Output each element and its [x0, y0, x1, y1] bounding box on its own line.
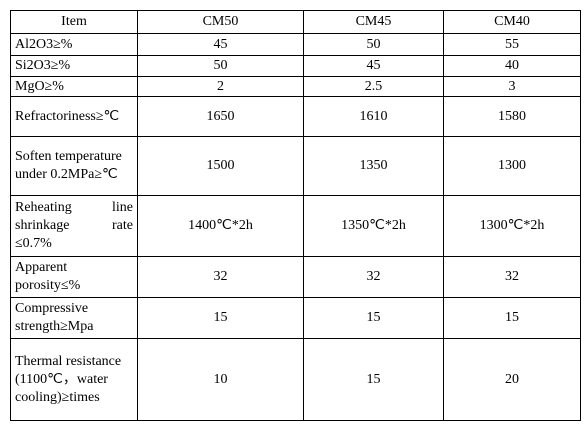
- row-label: MgO≥%: [10, 76, 138, 97]
- value-cell: 32: [137, 256, 304, 298]
- table-row: Si2O3≥% 50 45 40: [10, 55, 581, 77]
- value-cell: 50: [137, 55, 304, 77]
- value-cell: 32: [443, 256, 581, 298]
- header-cell: CM45: [303, 10, 444, 34]
- value-cell: 3: [443, 76, 581, 97]
- header-row: Item CM50 CM45 CM40: [10, 10, 581, 34]
- value-cell: 45: [303, 55, 444, 77]
- value-cell: 1500: [137, 136, 304, 196]
- value-cell: 1350℃*2h: [303, 195, 444, 257]
- table-row: Soften temperature under 0.2MPa≥℃ 1500 135…: [10, 136, 581, 196]
- spec-table: Item CM50 CM45 CM40 Al2O3≥% 45 50 55 Si2O3≥% 50 45…: [10, 10, 581, 421]
- table-row: MgO≥% 2 2.5 3: [10, 76, 581, 97]
- table-row: Compressive strength≥Mpa 15 15 15: [10, 297, 581, 339]
- value-cell: 1300℃*2h: [443, 195, 581, 257]
- row-label: Refractoriness≥℃: [10, 96, 138, 137]
- table-row: Al2O3≥% 45 50 55: [10, 33, 581, 56]
- value-cell: 15: [303, 297, 444, 339]
- value-cell: 15: [443, 297, 581, 339]
- value-cell: 32: [303, 256, 444, 298]
- value-cell: 1580: [443, 96, 581, 137]
- row-label: Compressive strength≥Mpa: [10, 297, 138, 339]
- header-cell: CM50: [137, 10, 304, 34]
- value-cell: 15: [303, 338, 444, 421]
- header-cell: CM40: [443, 10, 581, 34]
- table-row: Apparent porosity≤% 32 32 32: [10, 256, 581, 298]
- value-cell: 2: [137, 76, 304, 97]
- table-row: Thermal resistance (1100℃，water cooling)…: [10, 338, 581, 421]
- value-cell: 40: [443, 55, 581, 77]
- row-label: Thermal resistance (1100℃，water cooling)…: [10, 338, 138, 421]
- value-cell: 50: [303, 33, 444, 56]
- value-cell: 1300: [443, 136, 581, 196]
- value-cell: 1350: [303, 136, 444, 196]
- row-label: Soften temperature under 0.2MPa≥℃: [10, 136, 138, 196]
- value-cell: 1610: [303, 96, 444, 137]
- header-cell: Item: [10, 10, 138, 34]
- value-cell: 20: [443, 338, 581, 421]
- value-cell: 10: [137, 338, 304, 421]
- row-label: Si2O3≥%: [10, 55, 138, 77]
- value-cell: 45: [137, 33, 304, 56]
- value-cell: 15: [137, 297, 304, 339]
- table-row: Reheating line shrinkage rate ≤0.7% 1400℃…: [10, 195, 581, 257]
- row-label: Reheating line shrinkage rate ≤0.7%: [10, 195, 138, 257]
- row-label: Apparent porosity≤%: [10, 256, 138, 298]
- value-cell: 1650: [137, 96, 304, 137]
- value-cell: 2.5: [303, 76, 444, 97]
- value-cell: 55: [443, 33, 581, 56]
- table-row: Refractoriness≥℃ 1650 1610 1580: [10, 96, 581, 137]
- row-label: Al2O3≥%: [10, 33, 138, 56]
- value-cell: 1400℃*2h: [137, 195, 304, 257]
